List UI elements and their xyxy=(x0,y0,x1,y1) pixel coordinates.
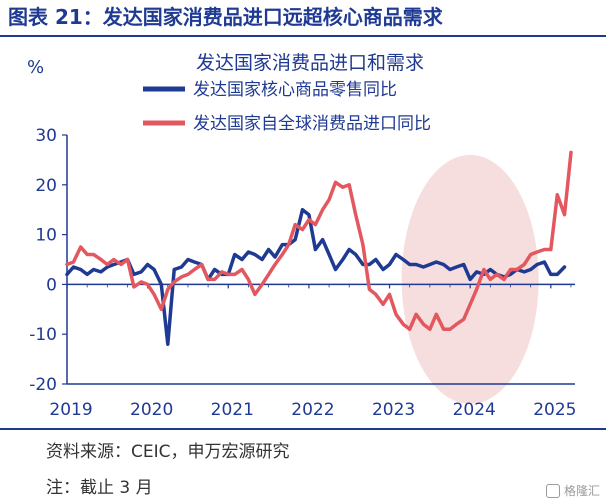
y-tick-label: 20 xyxy=(35,176,57,196)
legend-label-2: 发达国家自全球消费品进口同比 xyxy=(193,114,431,134)
y-tick-label: -20 xyxy=(29,375,57,395)
y-tick-label: 10 xyxy=(35,226,57,246)
source-note: 资料来源：CEIC，申万宏源研究 xyxy=(46,442,290,462)
series-line-2 xyxy=(65,150,573,331)
x-tick-label: 2025 xyxy=(533,400,576,420)
x-tick-label: 2022 xyxy=(291,400,334,420)
labels-layer: 发达国家消费品进口和需求% 30 20 10 0 -10 -20 2019 2020 2021 20… xyxy=(27,52,576,420)
x-tick-label: 2020 xyxy=(130,400,173,420)
footer-rule xyxy=(0,428,606,430)
legend-label-1: 发达国家核心商品零售同比 xyxy=(193,80,397,100)
y-tick-label: -10 xyxy=(29,325,57,345)
watermark: 格隆汇 xyxy=(545,482,600,499)
y-tick-label: 30 xyxy=(35,126,57,146)
figure-title: 图表 21：发达国家消费品进口远超核心商品需求 xyxy=(8,5,443,29)
chart-title: 发达国家消费品进口和需求 xyxy=(196,52,424,74)
x-tick-label: 2019 xyxy=(49,400,92,420)
x-tick-label: 2024 xyxy=(453,400,496,420)
watermark-text: 格隆汇 xyxy=(563,484,600,498)
footnote: 注：截止 3 月 xyxy=(46,478,153,498)
line-chart: 发达国家消费品进口和需求% 30 20 10 0 -10 -20 2019 2020 2021 20… xyxy=(27,52,576,420)
title-rule xyxy=(0,35,606,37)
watermark-logo-icon xyxy=(545,483,560,498)
y-tick-label: 0 xyxy=(46,275,57,295)
series-layer xyxy=(65,150,573,346)
y-axis-unit: % xyxy=(27,57,44,78)
x-tick-label: 2023 xyxy=(372,400,415,420)
x-tick-label: 2021 xyxy=(211,400,254,420)
